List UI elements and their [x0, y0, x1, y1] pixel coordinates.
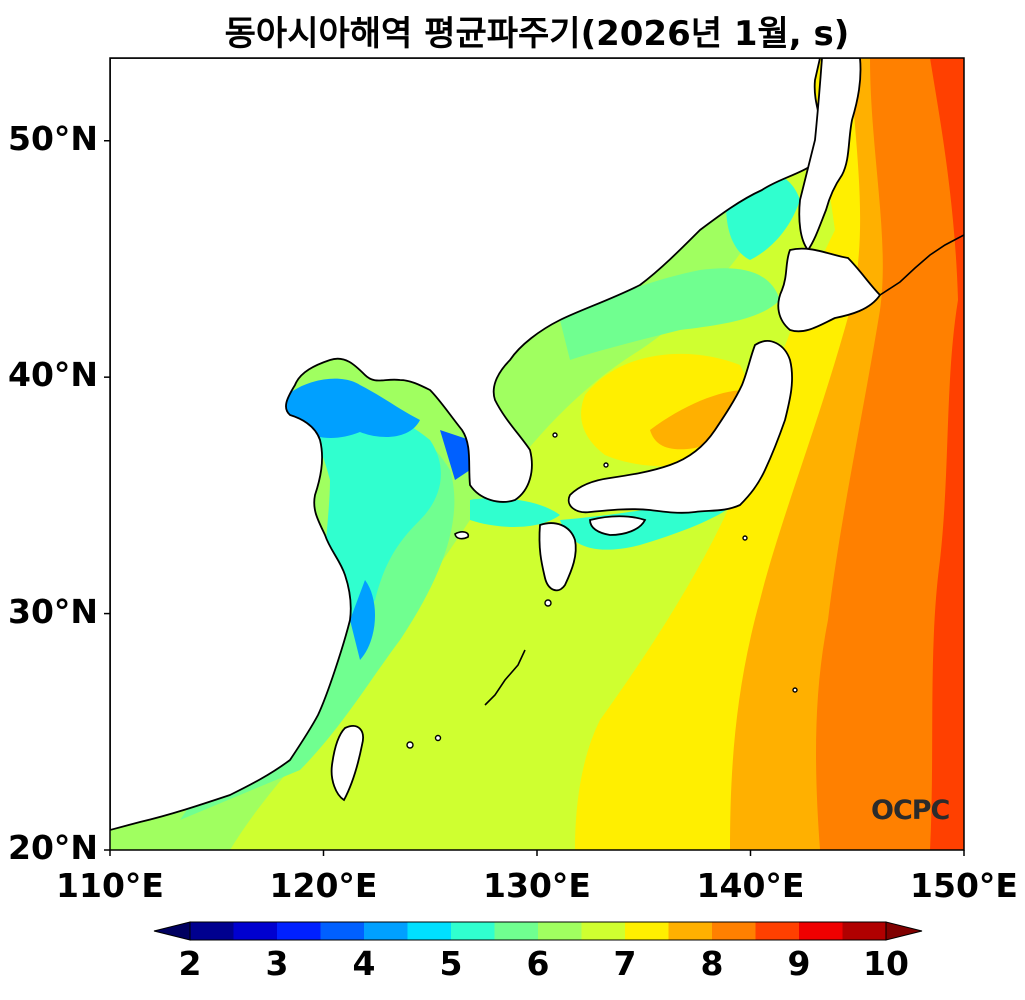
land-island-small-3 [544, 599, 552, 607]
land-island-small-2 [434, 734, 442, 742]
lon-tick-label: 140°E [696, 866, 805, 905]
colorbar-segment [755, 922, 800, 940]
colorbar-tick-label: 3 [265, 944, 289, 983]
lat-tick-label: 30°N [8, 591, 99, 631]
land-sakhalin [798, 58, 862, 252]
colorbar-segment [407, 922, 452, 940]
colorbar-frame [189, 921, 887, 941]
lon-tick-label: 150°E [910, 866, 1018, 905]
colorbar-tick-label: 2 [178, 944, 202, 983]
lat-tick-label: 50°N [8, 118, 99, 158]
colorbar-segment [320, 922, 365, 940]
ocean-band-east-china-5 [350, 580, 376, 660]
land-ryukyu-chain [484, 649, 526, 706]
colorbar-tick-label: 6 [526, 944, 550, 983]
colorbar [153, 921, 923, 941]
land-island-small-1 [406, 741, 414, 749]
colorbar-segment [451, 922, 495, 940]
ocean-band-8.5-9 [930, 58, 964, 850]
lon-tick-label: 110°E [56, 866, 164, 905]
colorbar-segment [538, 922, 582, 940]
lat-tick-label: 20°N [8, 828, 99, 867]
ocean-band-japan-sea-core [650, 390, 755, 450]
colorbar-segment [494, 922, 539, 940]
land-asia-mainland [110, 58, 824, 831]
lon-tick-label: 120°E [269, 866, 378, 905]
land-honshu [567, 340, 793, 514]
ocean-band-shelf-5 [560, 268, 780, 360]
colorbar-segment [799, 922, 843, 940]
colorbar-segment [625, 922, 669, 940]
colorbar-tick-label: 4 [352, 944, 376, 983]
land-kuril-chain [879, 234, 964, 296]
colorbar-tick-label: 9 [787, 944, 811, 983]
ocpc-logo: OCPC [871, 795, 950, 826]
colorbar-under-arrow [153, 921, 191, 941]
land-island-small-7 [603, 462, 609, 468]
land-island-small-6 [552, 432, 558, 438]
colorbar-segment [233, 922, 278, 940]
land-island-small-5 [792, 687, 798, 693]
colorbar-segment [190, 922, 234, 940]
lat-tick-label: 40°N [8, 355, 99, 395]
colorbar-segment [668, 922, 713, 940]
land-island-small-4 [742, 535, 748, 541]
colorbar-segment [277, 922, 321, 940]
colorbar-over-arrow [885, 921, 923, 941]
axis-ticks [104, 139, 965, 856]
colorbar-tick-label: 10 [863, 944, 909, 983]
colorbar-segment [842, 922, 887, 940]
colorbar-segment [364, 922, 408, 940]
colorbar-tick-label: 5 [439, 944, 463, 983]
land-kyushu [538, 522, 577, 592]
colorbar-tick-label: 7 [613, 944, 637, 983]
lon-tick-label: 130°E [483, 866, 591, 905]
land-jeju [454, 531, 470, 540]
ocean-band-bohai-4.5 [282, 378, 420, 438]
ocean-band-coast-4.5 [440, 430, 470, 480]
colorbar-segment [581, 922, 626, 940]
colorbar-tick-label: 8 [700, 944, 724, 983]
land-taiwan [330, 725, 364, 802]
land-hokkaido [777, 247, 882, 333]
ocean-band-korea-strait-5 [470, 498, 560, 527]
colorbar-segment [712, 922, 756, 940]
map-title: 동아시아해역 평균파주기(2026년 1월, s) [224, 14, 850, 54]
land-shikoku [589, 515, 647, 536]
